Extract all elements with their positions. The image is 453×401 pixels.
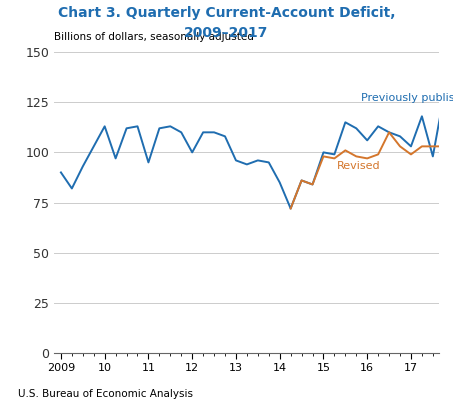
Text: Revised: Revised	[337, 162, 380, 171]
Text: Chart 3. Quarterly Current-Account Deficit,: Chart 3. Quarterly Current-Account Defic…	[58, 6, 395, 20]
Text: 2009–2017: 2009–2017	[184, 26, 269, 40]
Text: U.S. Bureau of Economic Analysis: U.S. Bureau of Economic Analysis	[18, 389, 193, 399]
Text: Billions of dollars, seasonally adjusted: Billions of dollars, seasonally adjusted	[54, 32, 254, 42]
Text: Previously published: Previously published	[361, 93, 453, 103]
